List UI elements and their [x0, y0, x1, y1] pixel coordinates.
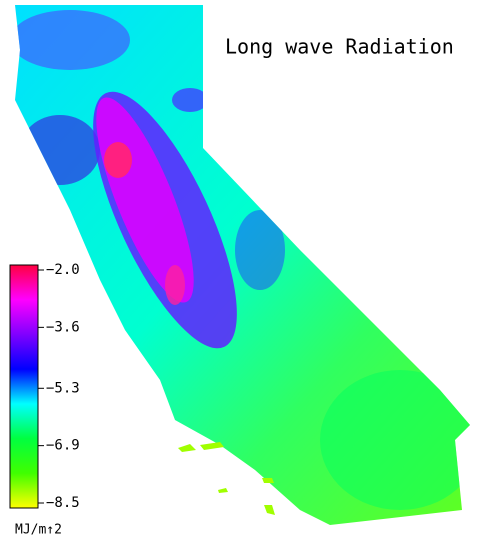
radiation-field	[15, 10, 470, 510]
tick-label: −3.6	[46, 319, 80, 335]
tick-label: −6.9	[46, 438, 80, 454]
tick-label: −2.0	[46, 262, 80, 278]
tick-label: −8.5	[46, 495, 80, 511]
islands	[178, 442, 275, 515]
california-map	[15, 5, 470, 525]
tick-label: −5.3	[46, 380, 80, 396]
colorbar	[9, 264, 39, 509]
colorbar-unit: MJ/m↑2	[15, 523, 62, 538]
map-title: Long wave Radiation	[225, 35, 454, 59]
